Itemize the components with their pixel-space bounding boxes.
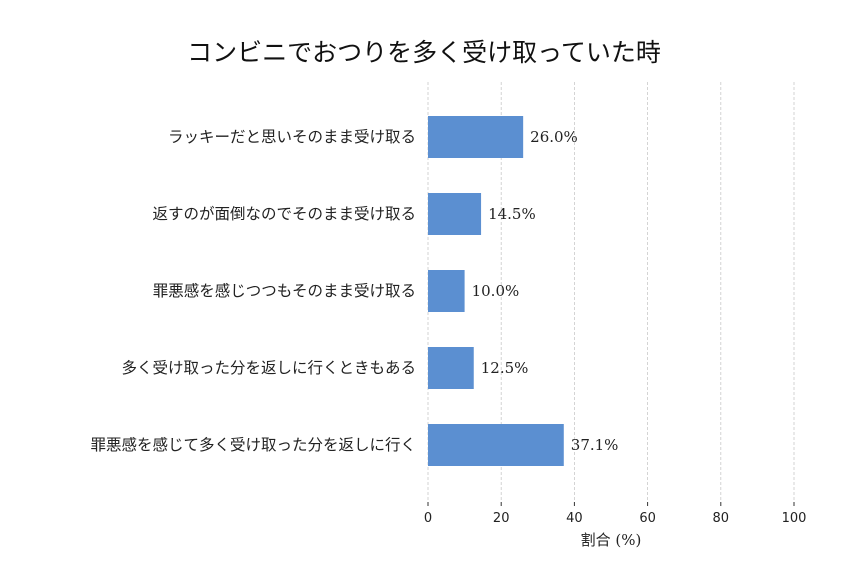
x-axis-ticks: 0 20 40 60 80 100 bbox=[424, 502, 807, 526]
chart-title: コンビニでおつりを多く受け取っていた時 bbox=[187, 38, 661, 67]
value-label: 26.0% bbox=[530, 128, 578, 146]
bar bbox=[428, 424, 564, 466]
x-tick-label: 80 bbox=[713, 511, 730, 526]
bars bbox=[428, 116, 564, 466]
category-label: ラッキーだと思いそのまま受け取る bbox=[168, 128, 416, 146]
bar bbox=[428, 116, 524, 158]
category-label: 返すのが面倒なのでそのまま受け取る bbox=[152, 205, 416, 223]
category-label: 罪悪感を感じつつもそのまま受け取る bbox=[153, 282, 416, 300]
category-labels: ラッキーだと思いそのまま受け取る返すのが面倒なのでそのまま受け取る罪悪感を感じつ… bbox=[90, 128, 416, 454]
bar bbox=[428, 193, 482, 235]
x-tick-label: 60 bbox=[639, 511, 656, 526]
value-labels: 26.0% 14.5% 10.0% 12.5% 37.1% bbox=[472, 128, 619, 454]
bar bbox=[428, 347, 474, 389]
x-tick-label: 40 bbox=[566, 511, 583, 526]
x-tick-label: 100 bbox=[782, 511, 807, 526]
bar bbox=[428, 270, 465, 312]
x-tick-label: 0 bbox=[424, 511, 432, 526]
value-label: 10.0% bbox=[472, 282, 520, 300]
value-label: 14.5% bbox=[488, 205, 536, 223]
category-label: 多く受け取った分を返しに行くときもある bbox=[121, 359, 416, 377]
value-label: 12.5% bbox=[481, 359, 529, 377]
value-label: 37.1% bbox=[571, 436, 619, 454]
x-axis-title: 割合 (%) bbox=[581, 531, 642, 549]
x-tick-label: 20 bbox=[493, 511, 510, 526]
category-label: 罪悪感を感じて多く受け取った分を返しに行く bbox=[90, 436, 416, 454]
